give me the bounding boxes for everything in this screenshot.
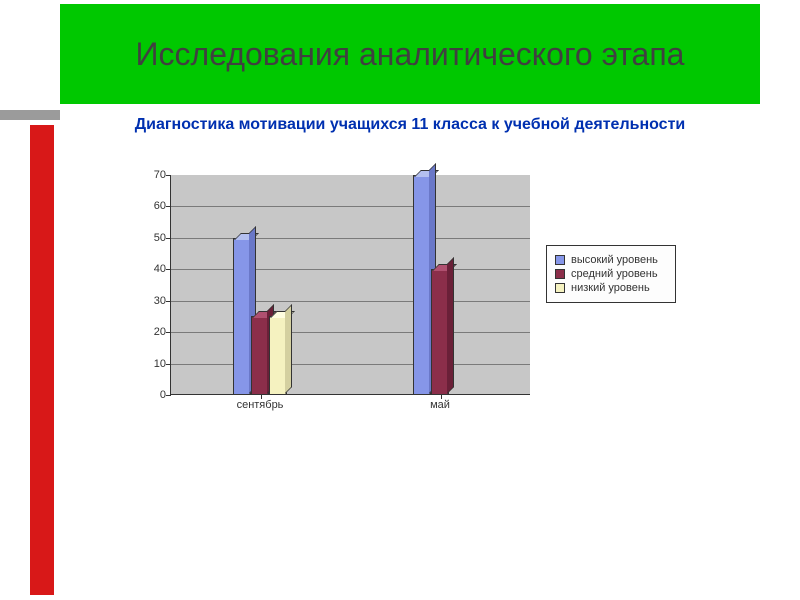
grid-line: [171, 206, 530, 207]
y-tick-label: 60: [154, 200, 166, 212]
legend-label: низкий уровень: [571, 282, 650, 294]
grid-line: [171, 332, 530, 333]
legend-item: средний уровень: [555, 268, 667, 280]
legend-item: высокий уровень: [555, 254, 667, 266]
subtitle: Диагностика мотивации учащихся 11 класса…: [110, 115, 710, 136]
plot-area: [170, 175, 530, 395]
legend: высокий уровень средний уровень низкий уро…: [546, 245, 676, 303]
x-tick-label: май: [430, 399, 450, 411]
x-axis-labels: сентябрь май: [170, 399, 530, 419]
bar: [413, 175, 431, 395]
y-tick-mark: [166, 269, 171, 270]
y-tick-mark: [166, 332, 171, 333]
y-tick-label: 20: [154, 326, 166, 338]
bar: [269, 316, 287, 395]
horizontal-divider: [0, 110, 60, 120]
page-title: Исследования аналитического этапа: [106, 36, 715, 73]
y-tick-mark: [166, 238, 171, 239]
legend-item: низкий уровень: [555, 282, 667, 294]
y-tick-mark: [166, 364, 171, 365]
y-tick-label: 40: [154, 263, 166, 275]
title-banner: Исследования аналитического этапа: [60, 4, 760, 104]
x-tick-label: сентябрь: [237, 399, 284, 411]
legend-swatch: [555, 255, 565, 265]
legend-swatch: [555, 283, 565, 293]
grid-line: [171, 301, 530, 302]
grid-line: [171, 238, 530, 239]
plot-background: [170, 175, 530, 395]
legend-label: высокий уровень: [571, 254, 658, 266]
y-tick-mark: [166, 206, 171, 207]
legend-swatch: [555, 269, 565, 279]
y-tick-label: 70: [154, 169, 166, 181]
bar-chart: 010203040506070 сентябрьмай высокий уров…: [140, 175, 720, 435]
y-tick-label: 10: [154, 358, 166, 370]
bar: [251, 316, 269, 395]
y-tick-mark: [166, 395, 171, 396]
bar: [233, 238, 251, 395]
bar: [431, 269, 449, 395]
grid-line: [171, 269, 530, 270]
left-accent-bar: [30, 125, 54, 595]
y-tick-mark: [166, 301, 171, 302]
y-tick-label: 30: [154, 295, 166, 307]
y-tick-label: 50: [154, 232, 166, 244]
y-tick-mark: [166, 175, 171, 176]
legend-label: средний уровень: [571, 268, 658, 280]
grid-line: [171, 364, 530, 365]
y-axis: 010203040506070: [140, 175, 170, 395]
